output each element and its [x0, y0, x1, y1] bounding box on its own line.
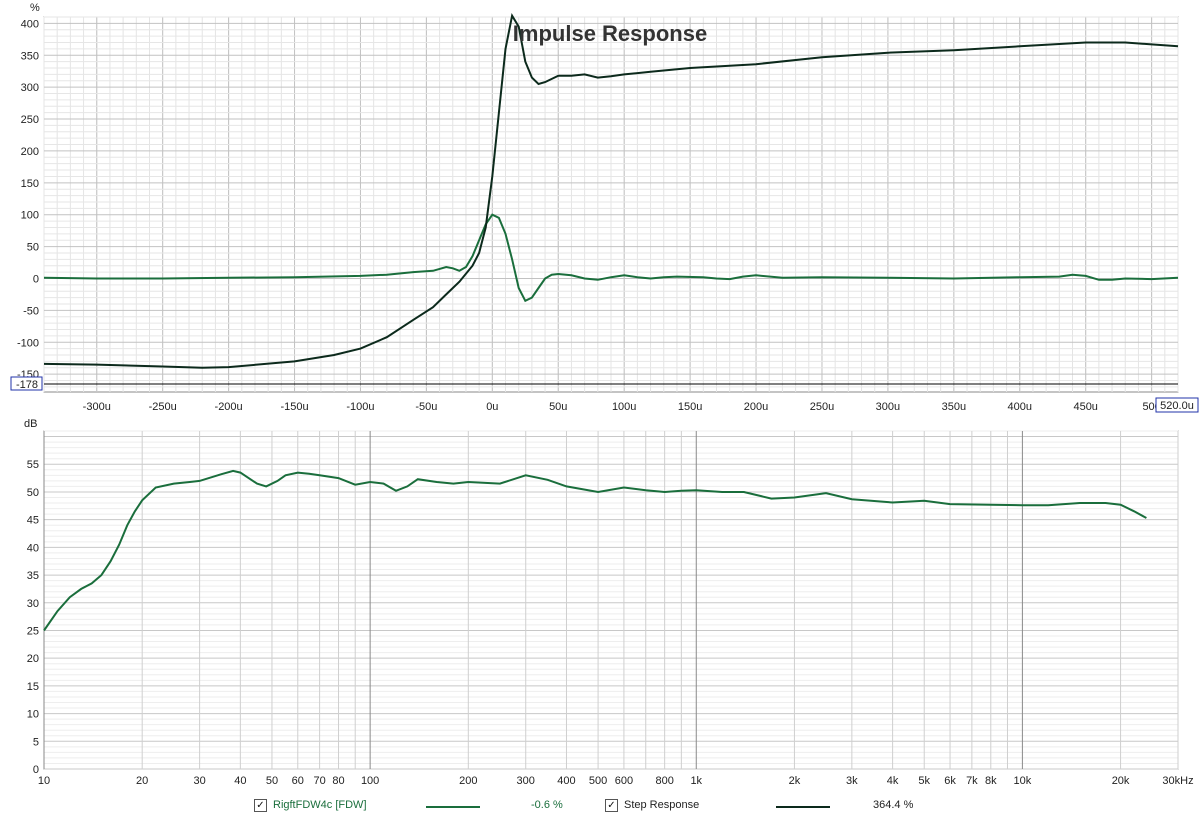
impulse-x-tick-label: 400u [1008, 401, 1032, 413]
freq-x-tick-label: 80 [332, 775, 344, 787]
freq-x-tick-label: 10k [1014, 775, 1032, 787]
impulse-x-tick-label: 50u [549, 401, 567, 413]
impulse-y-tick-label: 50 [27, 242, 39, 254]
freq-x-tick-label: 300 [517, 775, 535, 787]
impulse-y-tick-label: 0 [33, 273, 39, 285]
impulse-x-tick-label: 450u [1073, 401, 1097, 413]
impulse-x-tick-label: 350u [942, 401, 966, 413]
freq-y-tick-label: 30 [27, 598, 39, 610]
series-1-checkbox[interactable]: ✓ [254, 799, 267, 812]
freq-x-tick-label: 40 [234, 775, 246, 787]
impulse-y-tick-label: 100 [21, 210, 39, 222]
impulse-y-tick-label: -100 [17, 337, 39, 349]
impulse-y-tick-label: 250 [21, 114, 39, 126]
impulse-x-tick-label: -300u [83, 401, 111, 413]
freq-y-tick-label: 10 [27, 709, 39, 721]
series-2-value: 364.4 % [873, 799, 914, 811]
freq-y-tick-label: 15 [27, 681, 39, 693]
freq-x-tick-label: 7k [966, 775, 978, 787]
impulse-x-tick-label: 250u [810, 401, 834, 413]
freq-x-tick-label: 60 [292, 775, 304, 787]
freq-x-tick-label: 50 [266, 775, 278, 787]
freq-x-tick-label: 2k [789, 775, 801, 787]
freq-x-tick-label: 20 [136, 775, 148, 787]
x-max-readout: 520.0u [1160, 400, 1194, 412]
impulse-y-tick-label: 300 [21, 82, 39, 94]
impulse-x-tick-label: -50u [415, 401, 437, 413]
freq-y-tick-label: 0 [33, 764, 39, 776]
freq-x-tick-label: 5k [918, 775, 930, 787]
impulse-x-tick-label: -100u [346, 401, 374, 413]
impulse-y-tick-label: 400 [21, 18, 39, 30]
impulse-x-tick-label: 300u [876, 401, 900, 413]
impulse-y-tick-label: -50 [23, 305, 39, 317]
freq-y-tick-label: 35 [27, 570, 39, 582]
freq-x-tick-label: 100 [361, 775, 379, 787]
freq-x-tick-label: 30kHz [1162, 775, 1193, 787]
freq-x-tick-label: 6k [944, 775, 956, 787]
freq-y-tick-label: 45 [27, 515, 39, 527]
freq-y-axis-label: dB [24, 418, 37, 430]
step-response-series-line [43, 12, 1179, 369]
impulse-y-axis-label: % [30, 2, 40, 14]
freq-y-tick-label: 20 [27, 653, 39, 665]
impulse-series-line [43, 213, 1179, 303]
frequency-response-series-line [43, 469, 1147, 632]
series-2-checkbox[interactable]: ✓ [605, 799, 618, 812]
freq-y-tick-label: 40 [27, 542, 39, 554]
series-2-swatch [776, 806, 830, 808]
frequency-plot-area [43, 430, 1179, 770]
impulse-x-tick-label: 200u [744, 401, 768, 413]
freq-x-tick-label: 10 [38, 775, 50, 787]
freq-x-tick-label: 4k [887, 775, 899, 787]
impulse-y-tick-label: 200 [21, 146, 39, 158]
freq-y-tick-label: 25 [27, 625, 39, 637]
y-min-readout: -178 [16, 379, 38, 391]
series-1-value: -0.6 % [531, 799, 563, 811]
freq-x-tick-label: 70 [313, 775, 325, 787]
freq-x-tick-label: 8k [985, 775, 997, 787]
chart-canvas: -300u -250u -200u -150u -100u -50u 0u 50u 100u 15… [10, 2, 1199, 787]
impulse-x-tick-label: -150u [280, 401, 308, 413]
impulse-y-tick-label: 350 [21, 50, 39, 62]
freq-x-tick-label: 200 [459, 775, 477, 787]
impulse-x-tick-label: 150u [678, 401, 702, 413]
freq-x-tick-label: 800 [655, 775, 673, 787]
legend: ✓ RigftFDW4c [FDW] -0.6 % ✓ Step Respons… [0, 797, 1200, 817]
impulse-x-tick-label: -250u [149, 401, 177, 413]
y-min-readout-box [10, 376, 43, 391]
freq-x-tick-label: 3k [846, 775, 858, 787]
freq-x-tick-label: 400 [557, 775, 575, 787]
freq-x-tick-label: 600 [615, 775, 633, 787]
x-max-readout-box [1155, 397, 1199, 413]
freq-x-tick-label: 1k [690, 775, 702, 787]
impulse-x-tick-label: -200u [215, 401, 243, 413]
impulse-x-tick-label: 100u [612, 401, 636, 413]
impulse-y-tick-label: 150 [21, 178, 39, 190]
freq-x-tick-label: 500 [589, 775, 607, 787]
impulse-x-tick-label: 0u [486, 401, 498, 413]
freq-y-tick-label: 5 [33, 736, 39, 748]
freq-x-tick-label: 30 [193, 775, 205, 787]
series-2-legend-label: Step Response [624, 799, 700, 811]
series-1-swatch [426, 806, 480, 808]
freq-x-tick-label: 20k [1112, 775, 1130, 787]
freq-y-tick-label: 50 [27, 487, 39, 499]
chart-title: Impulse Response [513, 21, 707, 46]
freq-y-tick-label: 55 [27, 459, 39, 471]
series-1-legend-label: RigftFDW4c [FDW] [273, 799, 367, 811]
